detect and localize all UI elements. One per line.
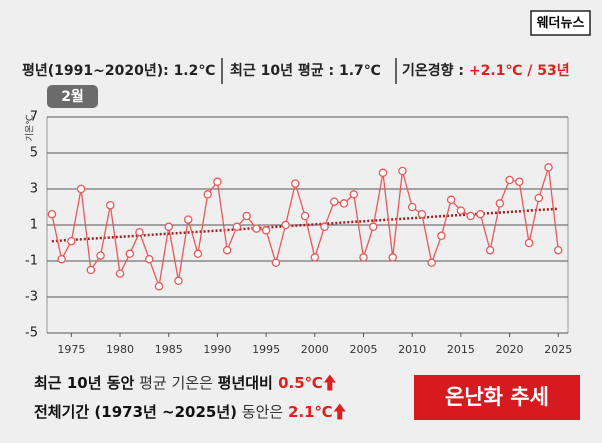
header-recent: 최근 10년 평균 : 1.7℃ xyxy=(230,62,381,79)
data-point xyxy=(96,251,105,260)
footer-line2: 전체기간 (1973년 ~2025년) 동안은 2.1℃ xyxy=(34,403,333,421)
footer-line1: 최근 10년 동안 평균 기온은 평년대비 0.5℃ xyxy=(34,374,323,392)
data-point xyxy=(417,209,427,219)
data-point xyxy=(534,193,544,203)
x-tick-label: 1975 xyxy=(57,343,85,356)
data-point xyxy=(183,215,193,224)
x-tick-label: 1995 xyxy=(252,343,280,356)
y-tick-label: 3 xyxy=(30,182,38,197)
data-point xyxy=(398,166,407,176)
data-point xyxy=(242,211,251,221)
data-point xyxy=(261,226,271,235)
data-point xyxy=(388,253,397,262)
footer-text: 평년대비 xyxy=(218,374,273,392)
data-point xyxy=(485,245,495,255)
data-point xyxy=(135,227,144,237)
data-point xyxy=(310,253,320,262)
trend-value: +2.1℃ / 53년 xyxy=(469,63,570,79)
warming-box xyxy=(414,375,580,420)
data-point xyxy=(456,206,466,215)
data-point xyxy=(271,258,281,268)
data-point xyxy=(213,177,222,187)
logo: 웨더뉴스 xyxy=(537,15,585,31)
x-tick-label: 2005 xyxy=(349,343,377,356)
data-point xyxy=(125,249,135,259)
up-arrow xyxy=(323,374,336,391)
data-point xyxy=(174,276,183,286)
header-normal: 평년(1991~2020년): 1.2℃ xyxy=(22,62,215,79)
data-point xyxy=(76,184,86,194)
data-point xyxy=(515,177,524,187)
footer-highlight: 0.5℃ xyxy=(273,374,323,392)
data-point xyxy=(57,254,66,264)
warming-label: 온난화 추세 xyxy=(445,385,549,409)
data-point xyxy=(378,168,388,178)
data-point xyxy=(281,220,290,230)
footer-text: 동안은 xyxy=(237,403,288,421)
plot: 7 5 3 1 -1 -3 -5 1975 1980 1985 1990 1995 2000 2005 20… xyxy=(25,110,572,357)
data-point xyxy=(446,195,456,205)
data-point xyxy=(232,222,242,232)
data-point xyxy=(252,224,261,233)
data-point xyxy=(203,190,212,199)
up-arrow xyxy=(333,403,346,420)
data-point xyxy=(330,197,339,206)
data-point xyxy=(222,245,232,255)
y-tick-label: -1 xyxy=(25,254,38,269)
data-point xyxy=(86,265,96,275)
footer-highlight: 2.1℃ xyxy=(288,403,333,421)
arrows xyxy=(323,374,346,420)
footer-text: 평균 기온은 xyxy=(134,374,217,392)
footer-text: 최근 10년 동안 xyxy=(34,374,135,392)
x-tick-label: 1980 xyxy=(106,343,134,356)
y-tick-label: -5 xyxy=(25,326,38,341)
series-line xyxy=(51,167,559,289)
y-tick-label: -3 xyxy=(25,290,38,305)
data-point xyxy=(67,236,76,246)
data-point xyxy=(106,200,115,210)
data-point xyxy=(47,209,57,219)
data-point xyxy=(437,231,446,241)
data-point xyxy=(407,202,417,212)
badge-box xyxy=(47,85,98,108)
y-tick-label: 7 xyxy=(30,110,38,125)
x-tick-label: 2010 xyxy=(398,343,426,356)
x-tick-label: 2000 xyxy=(301,343,329,356)
y-tick-label: 1 xyxy=(30,218,38,233)
data-point xyxy=(154,281,164,291)
data-point xyxy=(291,179,300,188)
data-point xyxy=(368,222,378,232)
y-axis-label: 기온℃ xyxy=(25,115,36,142)
data-point xyxy=(300,211,310,221)
trend-line xyxy=(51,207,559,243)
data-point xyxy=(359,253,368,262)
data-point xyxy=(554,245,563,255)
x-tick-label: 2015 xyxy=(447,343,475,356)
data-point xyxy=(524,238,534,248)
data-point xyxy=(193,249,203,259)
data-point xyxy=(320,222,329,232)
x-tick-label: 2020 xyxy=(496,343,524,356)
data-point xyxy=(349,190,359,199)
data-point xyxy=(495,199,505,208)
footer-text: 전체기간 (1973년 ~2025년) xyxy=(34,403,237,421)
data-point xyxy=(544,163,553,172)
y-tick-label: 5 xyxy=(30,146,38,161)
data-point xyxy=(505,175,514,185)
header-trend: 기온경향 : +2.1℃ / 53년 xyxy=(402,62,570,79)
trend-label: 기온경향 : xyxy=(402,62,469,79)
data-point xyxy=(145,254,154,264)
x-tick-label: 2025 xyxy=(544,343,572,356)
logo-box xyxy=(530,10,591,36)
badge: 2월 xyxy=(61,88,84,105)
data-point xyxy=(427,258,436,268)
data-point xyxy=(466,211,475,221)
data-point xyxy=(476,209,485,219)
x-tick-label: 1985 xyxy=(155,343,183,356)
data-point xyxy=(164,222,173,232)
x-tick-label: 1990 xyxy=(203,343,231,356)
data-point xyxy=(115,269,125,278)
data-point xyxy=(339,199,349,208)
